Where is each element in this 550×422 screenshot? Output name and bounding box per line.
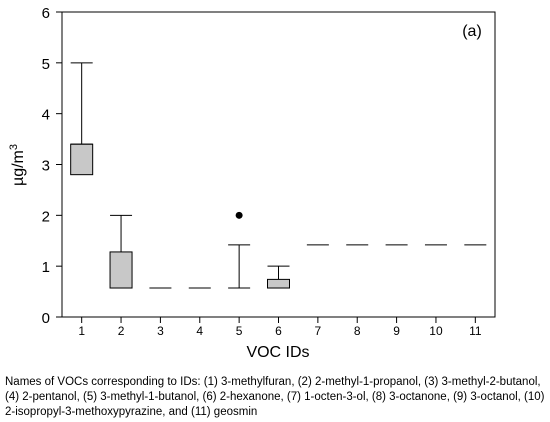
- y-tick-label: 0: [42, 310, 50, 327]
- x-tick-label: 3: [157, 324, 164, 338]
- x-tick-label: 7: [315, 324, 322, 338]
- box: [70, 143, 94, 176]
- figure-caption: Names of VOCs corresponding to IDs: (1) …: [5, 376, 545, 418]
- x-axis-title: VOC IDs: [246, 344, 309, 360]
- outlier-point: [235, 211, 243, 219]
- y-tick-label: 2: [42, 208, 50, 225]
- box-series: [70, 62, 487, 289]
- y-axis-unit-exponent: 3: [8, 144, 20, 150]
- y-tick-label: 5: [42, 56, 50, 73]
- x-tick-label: 11: [469, 324, 482, 338]
- y-tick-label: 1: [42, 259, 50, 276]
- box: [267, 278, 290, 289]
- y-tick-label: 6: [42, 5, 50, 22]
- x-tick-label: 5: [236, 324, 243, 338]
- x-axis-ticks: 1 2 3 4 5 6 7 8 9 10 11: [78, 317, 482, 338]
- x-tick-label: 2: [118, 324, 125, 338]
- x-tick-label: 1: [78, 324, 85, 338]
- x-tick-label: 6: [275, 324, 282, 338]
- x-tick-label: 4: [196, 324, 203, 338]
- y-tick-label: 3: [42, 158, 50, 175]
- y-tick-label: 4: [42, 107, 50, 124]
- panel-label: (a): [462, 23, 482, 40]
- x-tick-label: 8: [354, 324, 361, 338]
- y-axis-title: µg/m3: [8, 144, 27, 186]
- y-axis-ticks: 0 1 2 3 4 5 6: [42, 5, 62, 327]
- x-tick-label: 9: [393, 324, 400, 338]
- box: [109, 251, 133, 289]
- y-axis-unit: µg/m: [10, 150, 27, 186]
- x-tick-label: 10: [429, 324, 443, 338]
